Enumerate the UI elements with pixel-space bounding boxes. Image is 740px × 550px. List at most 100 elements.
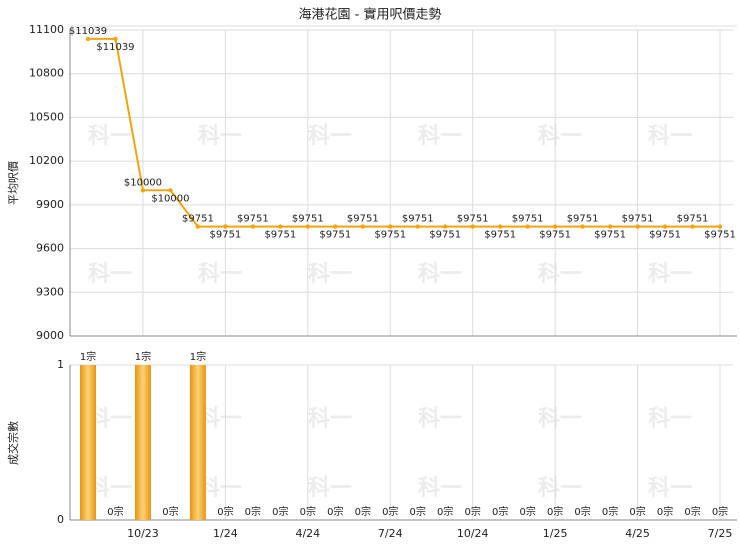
watermark: 科一 <box>538 124 582 149</box>
y-tick-label: 9000 <box>36 329 64 342</box>
data-label: 0宗 <box>712 505 728 518</box>
y-axis-label: 成交宗數 <box>6 421 20 465</box>
watermark: 科一 <box>308 476 352 501</box>
data-label: $9751 <box>402 214 434 225</box>
point <box>250 224 256 229</box>
data-label: $9751 <box>457 214 489 225</box>
point <box>443 224 448 229</box>
point <box>388 224 393 229</box>
bar <box>189 365 206 520</box>
x-tick-label: 4/24 <box>295 527 320 540</box>
data-label: $9751 <box>292 214 324 225</box>
data-label: 0宗 <box>574 505 590 518</box>
data-label: $9751 <box>237 214 269 225</box>
point <box>195 224 201 229</box>
watermark: 科一 <box>648 124 692 149</box>
y-tick-label: 10500 <box>29 110 64 123</box>
watermark: 科一 <box>308 406 352 431</box>
bar <box>134 365 151 520</box>
data-label: 0宗 <box>355 505 371 518</box>
data-label: 0宗 <box>382 505 398 518</box>
point <box>168 188 173 193</box>
watermark: 科一 <box>538 406 582 431</box>
point <box>717 224 723 229</box>
data-label: $9751 <box>429 230 461 241</box>
point <box>635 224 640 229</box>
data-label: 0宗 <box>162 505 178 518</box>
data-label: 0宗 <box>465 505 481 518</box>
point <box>113 36 118 42</box>
data-label: $9751 <box>182 214 214 225</box>
watermark: 科一 <box>418 476 462 501</box>
data-label: 0宗 <box>492 505 508 518</box>
data-label: $11039 <box>96 42 134 53</box>
point <box>580 224 585 229</box>
y-tick-label: 9900 <box>36 198 64 211</box>
y-tick-label: 0 <box>57 513 64 526</box>
data-label: 0宗 <box>217 505 233 518</box>
bar <box>80 365 96 520</box>
data-label: $9751 <box>374 230 406 241</box>
watermark: 科一 <box>538 476 582 501</box>
watermark: 科一 <box>418 124 462 149</box>
watermark: 科一 <box>648 406 692 431</box>
data-label: 0宗 <box>684 505 700 518</box>
point <box>662 224 668 229</box>
point <box>470 224 475 229</box>
watermark: 科一 <box>88 124 132 149</box>
data-label: 0宗 <box>327 505 343 518</box>
watermark: 科一 <box>538 262 582 287</box>
data-label: $9751 <box>512 214 544 225</box>
point <box>415 224 420 229</box>
watermark: 科一 <box>198 262 242 287</box>
data-label: $9751 <box>649 230 681 241</box>
watermark: 科一 <box>88 262 132 287</box>
data-label: $9751 <box>567 214 599 225</box>
y-tick-label: 1 <box>57 358 64 371</box>
data-label: $10000 <box>124 177 162 188</box>
y-tick-label: 9600 <box>36 242 64 255</box>
x-tick-label: 1/25 <box>543 527 568 540</box>
y-tick-label: 10800 <box>29 67 64 80</box>
watermark: 科一 <box>648 262 692 287</box>
watermark: 科一 <box>418 262 462 287</box>
y-tick-label: 9300 <box>36 285 64 298</box>
point <box>305 224 311 229</box>
y-tick-label: 11100 <box>29 23 64 36</box>
x-tick-label: 1/24 <box>213 527 238 540</box>
watermark: 科一 <box>308 262 352 287</box>
data-label: 0宗 <box>657 505 673 518</box>
x-tick-label: 4/25 <box>625 527 650 540</box>
data-label: 1宗 <box>190 350 206 363</box>
data-label: $10000 <box>151 193 189 204</box>
data-label: 0宗 <box>437 505 453 518</box>
data-label: $9751 <box>704 230 736 241</box>
x-tick-label: 10/24 <box>457 527 489 540</box>
point <box>607 224 613 229</box>
point <box>497 224 503 229</box>
data-label: 0宗 <box>519 505 535 518</box>
data-label: $9751 <box>264 230 296 241</box>
point <box>223 224 228 229</box>
y-tick-label: 10200 <box>29 154 64 167</box>
watermark: 科一 <box>198 124 242 149</box>
point <box>140 188 146 193</box>
y-axis-label: 平均呎價 <box>6 161 20 205</box>
point <box>552 224 558 229</box>
data-label: 0宗 <box>107 505 123 518</box>
data-label: $9751 <box>677 214 709 225</box>
data-label: $9751 <box>622 214 654 225</box>
data-label: $9751 <box>484 230 516 241</box>
chart-title: 海港花園 - 實用呎價走勢 <box>299 7 442 23</box>
data-label: 0宗 <box>547 505 563 518</box>
data-label: 0宗 <box>272 505 288 518</box>
data-label: $11039 <box>69 26 107 37</box>
data-label: 0宗 <box>245 505 261 518</box>
line <box>88 37 720 228</box>
data-label: 0宗 <box>410 505 426 518</box>
point <box>278 224 283 229</box>
point <box>85 36 91 42</box>
data-label: $9751 <box>539 230 571 241</box>
data-label: $9751 <box>319 230 351 241</box>
